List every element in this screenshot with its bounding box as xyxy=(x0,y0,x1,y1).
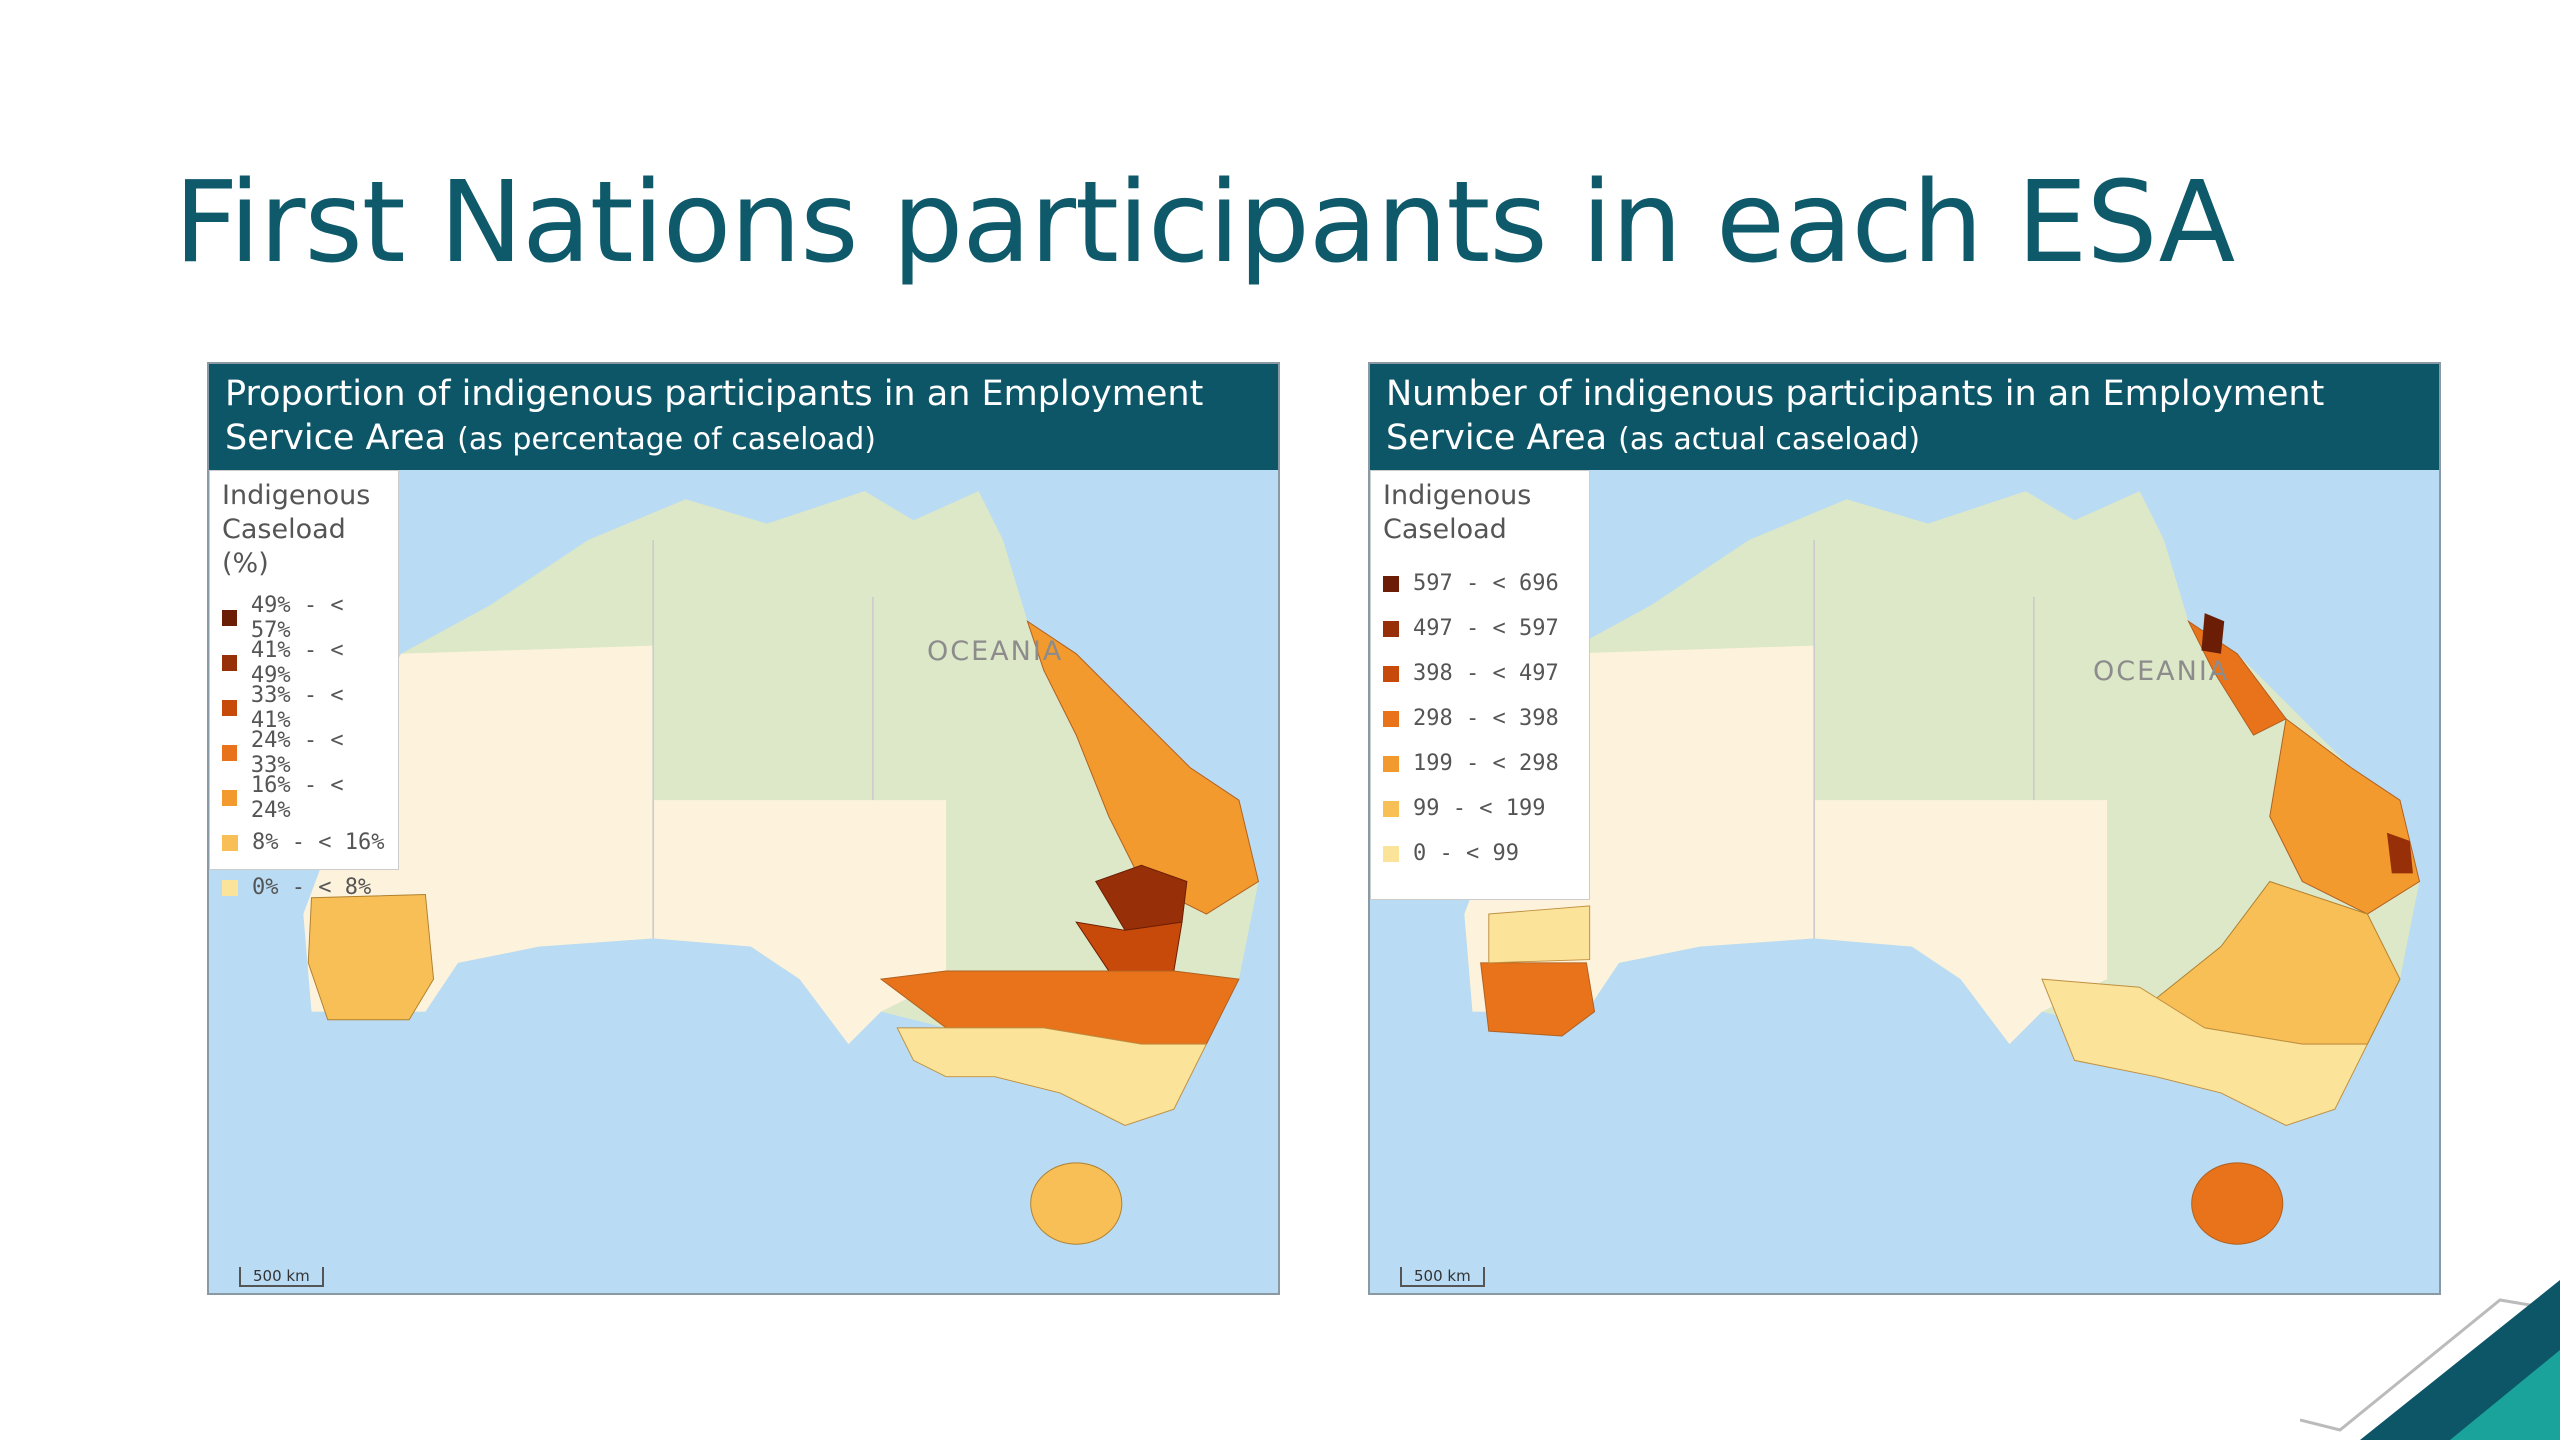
map-panel: Number of indigenous participants in an … xyxy=(1368,362,2441,1295)
legend-label: 597 - < 696 xyxy=(1413,571,1559,596)
legend-label: 16% - < 24% xyxy=(250,772,344,823)
legend-item: 33% - < 41% xyxy=(222,682,386,733)
legend-label: 24% - < 33% xyxy=(250,727,344,778)
legend-item: 398 - < 497 xyxy=(1383,651,1577,696)
legend-label: 41% - < 49% xyxy=(250,637,344,688)
panel-title: Number of indigenous participants in an … xyxy=(1386,374,2325,458)
legend-swatch xyxy=(222,834,238,851)
scale-bar: 500 km xyxy=(1400,1267,1485,1287)
legend-swatch xyxy=(1383,800,1399,817)
legend-label: 497 - < 597 xyxy=(1413,616,1559,641)
legend-item: 41% - < 49% xyxy=(222,637,386,688)
legend-item: 298 - < 398 xyxy=(1383,696,1577,741)
legend-label: 398 - < 497 xyxy=(1413,661,1559,686)
legend-label: 33% - < 41% xyxy=(250,682,344,733)
legend-label: 199 - < 298 xyxy=(1413,751,1559,776)
legend-swatch xyxy=(1383,620,1399,637)
map xyxy=(302,490,1260,1245)
legend-label: 49% - < 57% xyxy=(250,592,344,643)
legend: Indigenous Caseload 597 - < 696 497 - < 5… xyxy=(1370,470,1590,900)
legend-item: 497 - < 597 xyxy=(1383,606,1577,651)
map-label: OCEANIA xyxy=(927,636,1064,667)
legend-label: 298 - < 398 xyxy=(1413,706,1559,731)
panel-subtitle: (as actual caseload) xyxy=(1618,422,1921,457)
legend-label: 8% - < 16% xyxy=(252,830,385,855)
scale-bar: 500 km xyxy=(239,1267,324,1287)
panel-header: Number of indigenous participants in an … xyxy=(1370,364,2439,470)
legend-swatch xyxy=(1383,845,1399,862)
legend-swatch xyxy=(222,744,237,761)
legend-item: 0 - < 99 xyxy=(1383,831,1577,876)
legend-swatch xyxy=(222,789,237,806)
legend-item: 24% - < 33% xyxy=(222,727,386,778)
legend-swatch xyxy=(222,879,238,896)
map xyxy=(1463,490,2421,1245)
legend-swatch xyxy=(222,609,237,626)
legend-swatch xyxy=(1383,755,1399,772)
legend-label: 0% - < 8% xyxy=(252,875,372,900)
legend-items: 49% - < 57% 41% - < 49% 33% - < 41% 24% - <… xyxy=(222,592,386,910)
legend-swatch xyxy=(222,654,237,671)
legend-item: 0% - < 8% xyxy=(222,865,386,910)
legend-item: 99 - < 199 xyxy=(1383,786,1577,831)
map-label: OCEANIA xyxy=(2093,656,2230,687)
legend-title: Indigenous Caseload xyxy=(1383,480,1532,545)
legend-swatch xyxy=(222,699,237,716)
panel-subtitle: (as percentage of caseload) xyxy=(457,422,876,457)
slide-title: First Nations participants in each ESA xyxy=(174,158,2235,288)
legend-label: 99 - < 199 xyxy=(1413,796,1546,821)
legend-item: 8% - < 16% xyxy=(222,820,386,865)
corner-decoration xyxy=(2300,1280,2560,1440)
legend-swatch xyxy=(1383,665,1399,682)
legend-item: 597 - < 696 xyxy=(1383,561,1577,606)
legend: Indigenous Caseload (%) 49% - < 57% 41% -… xyxy=(209,470,399,900)
legend-title: Indigenous Caseload (%) xyxy=(222,480,371,579)
legend-item: 199 - < 298 xyxy=(1383,741,1577,786)
legend-swatch xyxy=(1383,710,1399,727)
legend-item: 49% - < 57% xyxy=(222,592,386,643)
legend-swatch xyxy=(1383,575,1399,592)
panel-header: Proportion of indigenous participants in… xyxy=(209,364,1278,470)
map-panel: Proportion of indigenous participants in… xyxy=(207,362,1280,1295)
legend-item: 16% - < 24% xyxy=(222,772,386,823)
legend-items: 597 - < 696 497 - < 597 398 - < 497 298 - <… xyxy=(1383,561,1577,876)
panel-title: Proportion of indigenous participants in… xyxy=(225,374,1204,458)
legend-label: 0 - < 99 xyxy=(1413,841,1519,866)
